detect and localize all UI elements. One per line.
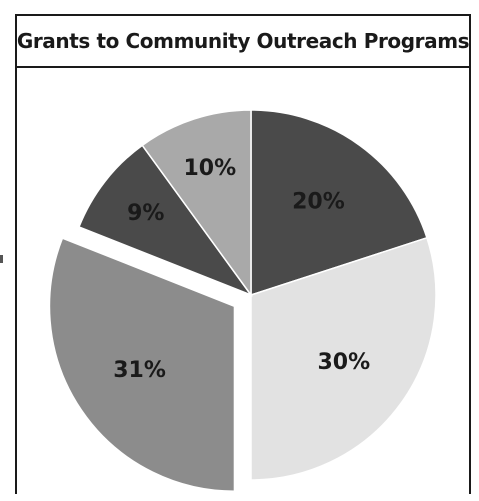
pie-slice-9 (78, 144, 254, 297)
slice-label-31: 31% (113, 358, 166, 383)
slice-label-20: 20% (292, 190, 345, 215)
slice-label-30: 30% (317, 350, 370, 375)
chart-title: Grants to Community Outreach Programs (16, 29, 470, 53)
pie-slice-20 (250, 109, 428, 297)
slice-label-10: 10% (184, 156, 237, 181)
plot-area: 20% 30% 31% 9% 10% (17, 68, 469, 496)
slice-label-9: 9% (127, 201, 164, 226)
pie-slice-30 (250, 236, 437, 481)
edge-tick-mark (0, 255, 3, 263)
chart-panel: Grants to Community Outreach Programs 20… (15, 14, 471, 494)
chart-header: Grants to Community Outreach Programs (16, 16, 470, 68)
pie-slice-10 (141, 109, 252, 298)
pie-chart: 20% 30% 31% 9% 10% (48, 109, 437, 492)
